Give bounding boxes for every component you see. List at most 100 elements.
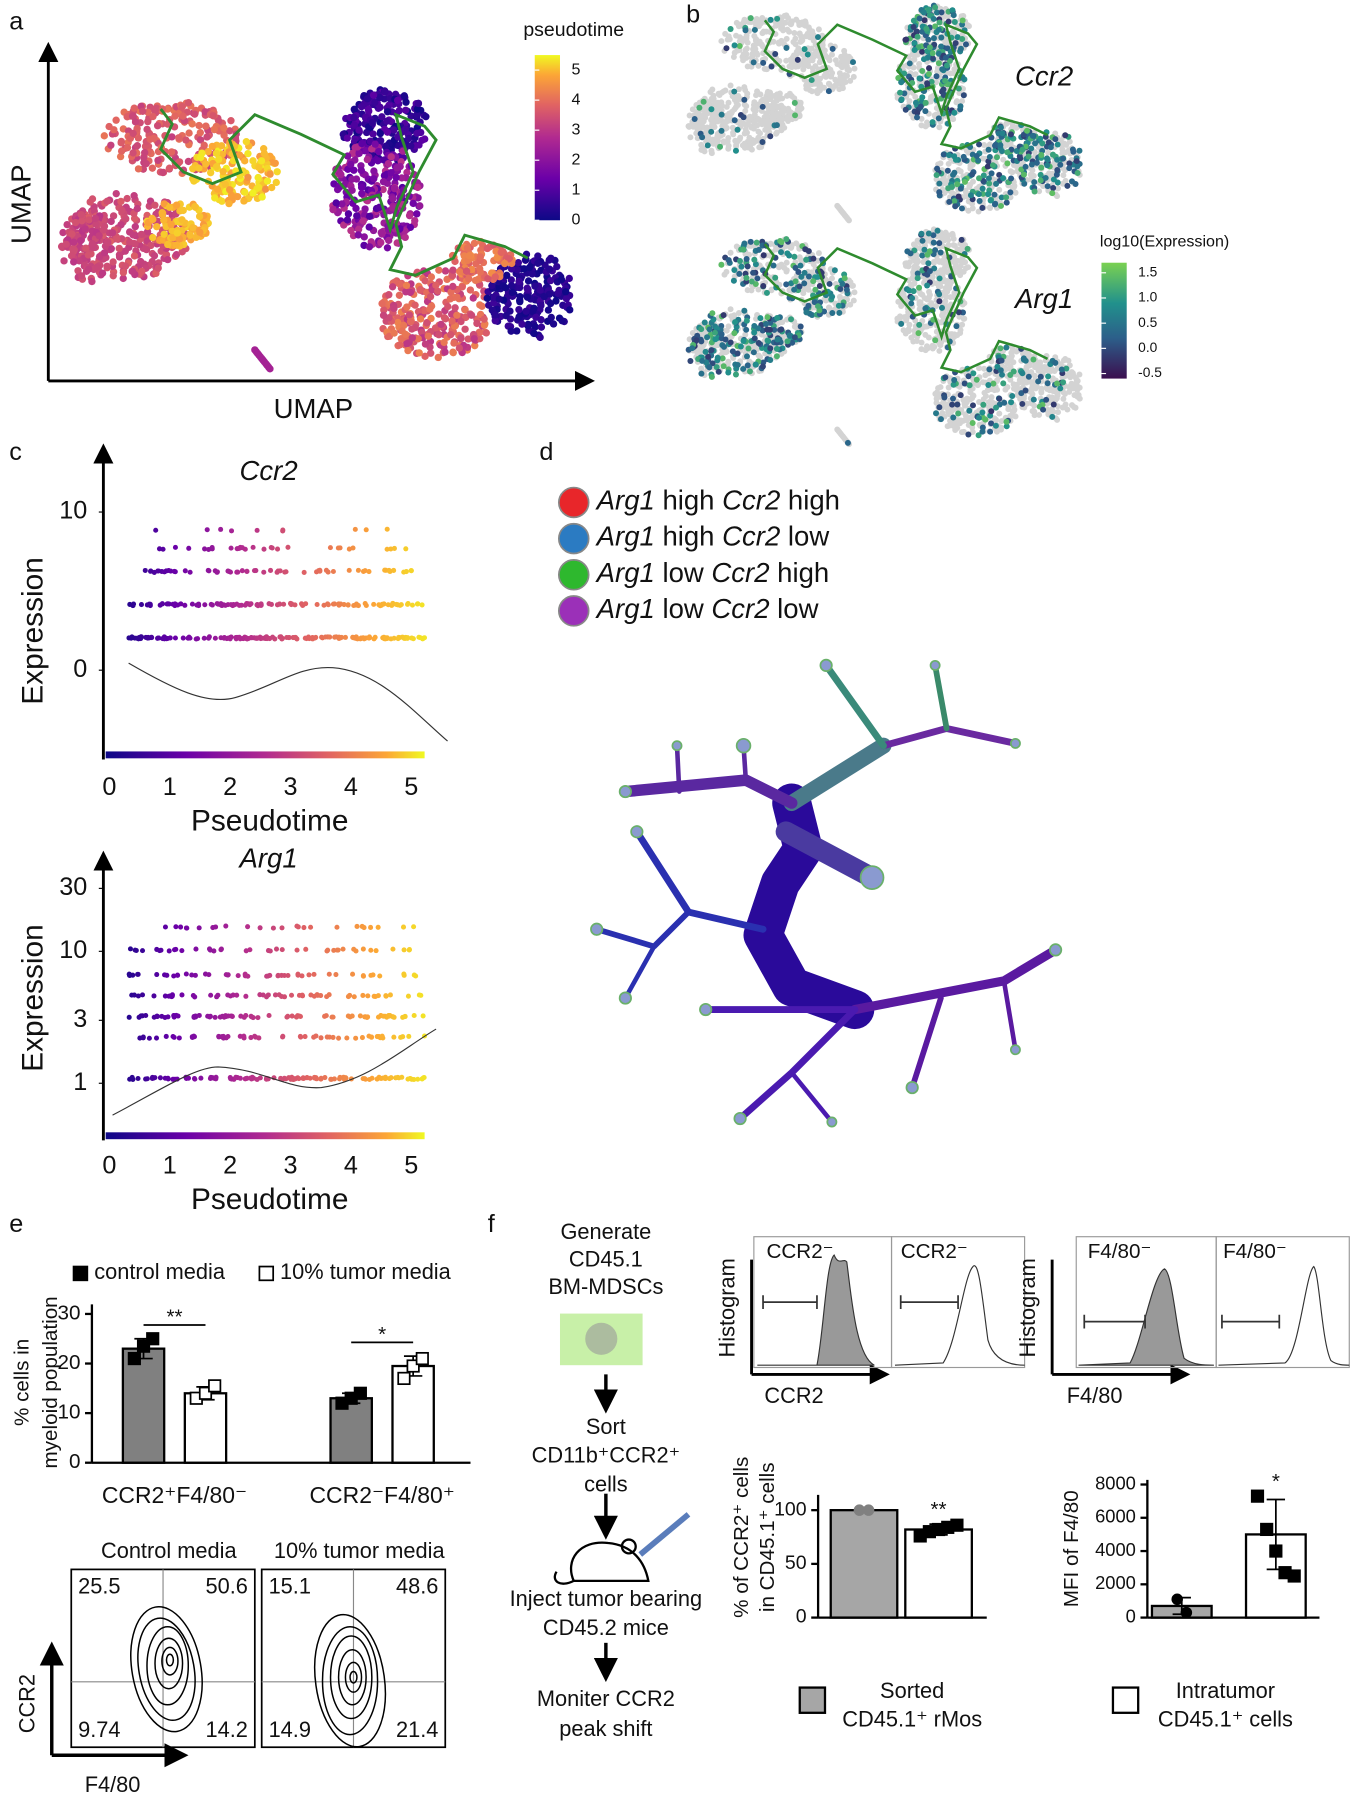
cell: [113, 190, 120, 197]
cell: [966, 23, 972, 29]
expr-cell: [751, 59, 757, 65]
cell: [547, 277, 554, 284]
cell: [168, 148, 175, 155]
expr-cell: [708, 106, 714, 112]
expr-cell: [936, 27, 942, 33]
cell: [558, 276, 565, 283]
cell: [815, 80, 821, 86]
cell: [833, 57, 839, 63]
expr-cell: [795, 57, 801, 63]
cell: [687, 134, 693, 140]
cell: [842, 52, 848, 58]
expr-cell: [1038, 172, 1044, 178]
expr-cell: [1054, 167, 1060, 173]
cell: [847, 302, 853, 308]
cell: [769, 93, 775, 99]
cell: [108, 218, 115, 225]
cell: [450, 349, 457, 356]
expr-cell: [1054, 157, 1060, 163]
cell: [537, 316, 544, 323]
cell: [435, 267, 442, 274]
cell: [370, 167, 377, 174]
cell: [117, 139, 124, 146]
cell: [423, 319, 430, 326]
cell: [791, 63, 797, 69]
expr-cell: [1050, 185, 1056, 191]
cell: [776, 39, 782, 45]
cell: [132, 223, 139, 230]
cell: [427, 293, 434, 300]
cell: [736, 310, 742, 316]
expr-cell: [986, 181, 992, 187]
cell: [234, 193, 241, 200]
cell: [501, 260, 508, 267]
cell: [478, 303, 485, 310]
cell: [432, 282, 439, 289]
expr-cell: [925, 37, 931, 43]
cell: [378, 300, 385, 307]
expr-cell: [1021, 172, 1027, 178]
cell: [422, 113, 429, 120]
cell: [195, 165, 202, 172]
cell: [503, 272, 510, 279]
cell: [211, 126, 218, 133]
expr-cell: [999, 130, 1005, 136]
cell: [515, 306, 522, 313]
cell: [89, 240, 96, 247]
cell: [472, 277, 479, 284]
cell: [741, 36, 747, 42]
cell: [745, 287, 751, 293]
expr-cell: [717, 144, 723, 150]
cell: [515, 313, 522, 320]
cell: [110, 272, 117, 279]
expr-cell: [1004, 200, 1010, 206]
expr-cell: [952, 203, 958, 209]
expr-cell: [692, 116, 698, 122]
cell: [805, 62, 811, 68]
expr-cell: [986, 147, 992, 153]
cell: [987, 205, 993, 211]
cell: [358, 140, 365, 147]
cell: [164, 241, 171, 248]
cell: [116, 245, 123, 252]
expr-cell: [1062, 132, 1068, 138]
cell: [827, 57, 833, 63]
cell: [202, 160, 209, 167]
panel-label: e: [9, 1210, 23, 1238]
expr-cell: [1023, 164, 1029, 170]
umap-b: [686, 226, 1083, 447]
expr-cell: [914, 114, 920, 120]
cell: [417, 315, 424, 322]
cell: [264, 177, 271, 184]
cell: [369, 130, 376, 137]
cell: [477, 253, 484, 260]
cell: [1060, 172, 1066, 178]
expr-cell: [737, 43, 743, 49]
cell: [456, 268, 463, 275]
cell: [797, 39, 803, 45]
cell: [417, 286, 424, 293]
cell: [689, 121, 695, 127]
cell: [261, 150, 268, 157]
expr-cell: [898, 79, 904, 85]
cell: [122, 262, 129, 269]
cell: [802, 23, 808, 29]
cell: [837, 70, 843, 76]
expr-cell: [959, 205, 965, 211]
expr-cell: [930, 55, 936, 61]
expr-cell: [760, 104, 766, 110]
cell: [191, 110, 198, 117]
expr-cell: [1029, 162, 1035, 168]
cell: [450, 339, 457, 346]
expr-cell: [939, 66, 945, 72]
cell: [851, 66, 857, 72]
cell: [72, 219, 79, 226]
cell: [721, 120, 727, 126]
cell: [88, 278, 95, 285]
cell: [185, 99, 192, 106]
expr-cell: [1031, 179, 1037, 185]
expr-cell: [919, 94, 925, 100]
cell: [375, 148, 382, 155]
expr-cell: [959, 36, 965, 42]
cell: [524, 294, 531, 301]
